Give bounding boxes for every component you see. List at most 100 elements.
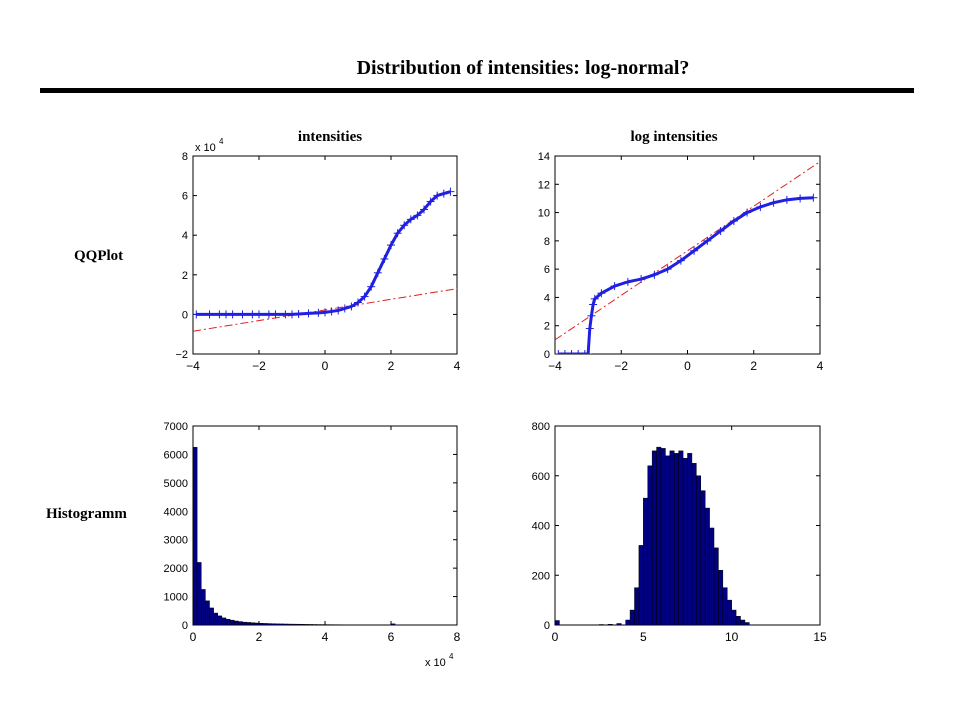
histogram-bar — [205, 600, 210, 626]
histogram-bar — [638, 545, 644, 626]
x-tick-label: 0 — [684, 359, 691, 373]
data-point — [782, 195, 791, 204]
histogram-bar — [295, 623, 301, 626]
data-point — [321, 308, 329, 317]
histogram-bar — [713, 547, 719, 626]
data-point — [228, 310, 237, 319]
y-tick-label: 8 — [544, 236, 550, 248]
data-point — [400, 221, 409, 230]
data-point — [433, 191, 442, 200]
histogram-bar — [209, 607, 214, 626]
data-point — [716, 226, 725, 235]
histogram-bar — [709, 527, 715, 626]
data-point — [597, 289, 606, 298]
data-point — [255, 310, 263, 319]
y-tick-label: 0 — [544, 349, 550, 361]
data-point — [637, 275, 646, 284]
data-point — [347, 302, 356, 311]
histogram-bar — [682, 458, 688, 626]
data-point — [354, 298, 362, 307]
data-point — [360, 292, 369, 301]
y-tick-label: 7000 — [164, 421, 188, 433]
column-title-intensities: intensities — [297, 129, 363, 145]
y-tick-label: 6000 — [164, 449, 188, 461]
histogram-bar — [312, 624, 317, 626]
histogram-bar — [271, 623, 276, 626]
histogram-bar — [718, 570, 724, 626]
column-title-log-intensities: log intensities — [630, 129, 718, 145]
data-point — [426, 197, 435, 206]
histogram-bar — [634, 587, 640, 626]
data-point — [756, 202, 765, 211]
histogram-bar — [704, 507, 710, 626]
histogram-bar — [279, 623, 284, 626]
data-point — [567, 350, 576, 354]
x-tick-label: 4 — [817, 359, 824, 373]
chart-qq-log-intensities: −4 −2 0 2 4 0 2 4 6 8 10 12 14 — [538, 151, 824, 373]
histogram-bar — [213, 612, 218, 626]
histogram-bar — [275, 623, 280, 626]
histogram-bar — [731, 609, 737, 626]
x-tick-label: −2 — [614, 359, 628, 373]
data-point — [690, 246, 699, 255]
slide-title: Distribution of intensities: log-normal? — [356, 57, 690, 79]
histogram-bar — [727, 599, 732, 626]
histogram-bar — [242, 621, 247, 626]
chart-hist-log-intensities: 0 5 10 15 0 200 400 600 800 — [532, 421, 827, 644]
y-tick-label: 2 — [544, 321, 550, 333]
data-point — [193, 310, 201, 319]
y-tick-label: 400 — [532, 521, 550, 533]
data-point — [796, 194, 805, 203]
data-point — [676, 256, 685, 265]
data-point — [623, 277, 632, 286]
title-rule — [40, 88, 914, 93]
data-point — [327, 307, 336, 316]
histogram-bar — [651, 450, 657, 626]
x-tick-label: −4 — [548, 359, 562, 373]
plot-area — [193, 187, 457, 332]
qq-curve — [558, 196, 814, 354]
histogram-bar — [678, 450, 684, 626]
data-point — [205, 310, 214, 319]
histogram-bar — [201, 589, 206, 626]
histogram-bar — [221, 617, 227, 626]
histogram-bar — [283, 623, 289, 626]
data-point — [294, 310, 303, 319]
data-point — [610, 282, 619, 291]
x-tick-label: 4 — [322, 630, 329, 644]
data-point — [729, 217, 738, 226]
histogram-bar — [225, 619, 231, 626]
histogram-bar — [607, 624, 613, 626]
y-tick-label: 2 — [182, 270, 188, 282]
y-tick-label: 8 — [182, 151, 188, 163]
y-tick-label: 4 — [544, 292, 550, 304]
histogram-bar — [616, 623, 622, 626]
y-tick-label: 0 — [182, 309, 188, 321]
y-tick-label: 10 — [538, 208, 550, 220]
histogram-bar — [647, 465, 653, 626]
data-point — [367, 282, 376, 291]
y-tick-label: 3000 — [164, 535, 188, 547]
data-point — [574, 350, 583, 354]
x-tick-label: 2 — [750, 359, 757, 373]
histogram-bar — [643, 497, 648, 626]
y-tick-label: 14 — [538, 151, 550, 163]
histogram-bar — [234, 620, 239, 626]
y-tick-label: 2000 — [164, 563, 188, 575]
x-exponent-label: x 10 — [425, 657, 446, 669]
data-point — [373, 268, 382, 277]
y-tick-label: 600 — [532, 471, 550, 483]
data-point — [587, 311, 596, 320]
data-point — [703, 236, 712, 245]
x-tick-label: 0 — [190, 630, 197, 644]
data-point — [584, 350, 593, 354]
x-tick-label: −4 — [186, 359, 200, 373]
histogram-bar — [229, 619, 235, 626]
x-tick-label: 5 — [640, 630, 647, 644]
histogram-bar — [300, 624, 305, 626]
histogram-bar — [669, 450, 675, 626]
row-label-qqplot: QQPlot — [74, 248, 124, 264]
histogram-bar — [625, 619, 631, 626]
x-tick-label: −2 — [252, 359, 266, 373]
histogram-bar — [691, 463, 697, 626]
